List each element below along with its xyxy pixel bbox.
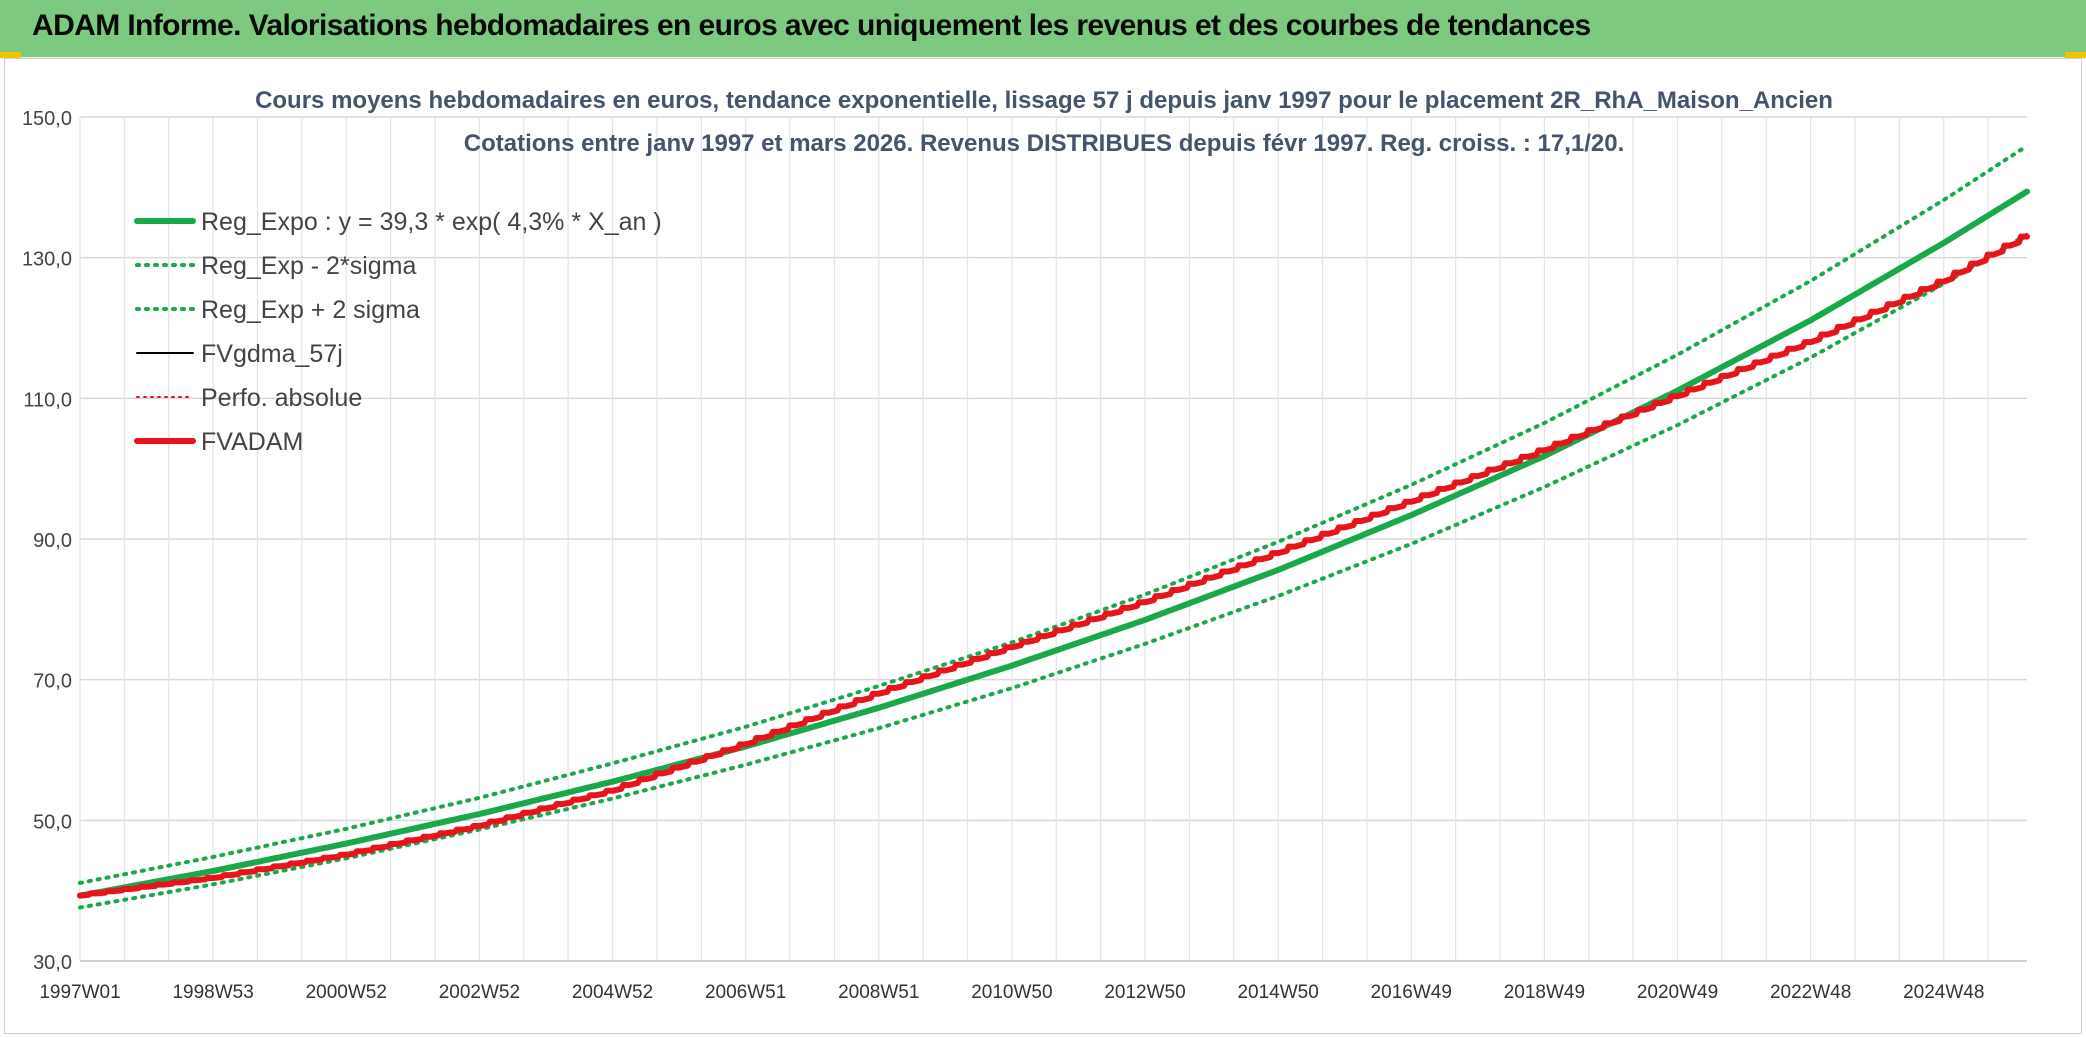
series-line-4 <box>79 235 2028 897</box>
x-tick-label: 2008W51 <box>838 982 919 1003</box>
x-tick-label: 2002W52 <box>439 982 520 1003</box>
y-tick-label: 30,0 <box>33 952 72 974</box>
chart-title: Cours moyens hebdomadaires en euros, ten… <box>255 87 1833 114</box>
legend-label: Perfo. absolue <box>201 384 362 412</box>
y-tick-label: 130,0 <box>22 249 72 271</box>
series-lines <box>77 143 2030 910</box>
x-tick-label: 2022W48 <box>1770 982 1851 1003</box>
x-tick-label: 2020W49 <box>1637 982 1718 1003</box>
chart-frame <box>4 58 2082 1034</box>
x-tick-label: 2024W48 <box>1903 982 1984 1003</box>
x-tick-label: 2012W50 <box>1104 982 1185 1003</box>
series-line-3 <box>79 235 2028 897</box>
x-tick-label: 2014W50 <box>1237 982 1318 1003</box>
x-tick-label: 2018W49 <box>1504 982 1585 1003</box>
y-tick-label: 110,0 <box>23 389 72 411</box>
legend-label: Reg_Exp + 2 sigma <box>201 296 420 324</box>
legend-label: Reg_Exp - 2*sigma <box>201 252 416 280</box>
gridlines <box>79 116 2027 962</box>
axes: 30,0 50,0 70,0 90,0 110,0 130,0 150,0 1997W01 19… <box>22 108 1985 1003</box>
series-line-0 <box>77 188 2030 899</box>
x-tick-label: 2004W52 <box>572 982 653 1003</box>
report-banner: ADAM Informe. Valorisations hebdomadaire… <box>0 0 2086 59</box>
bottom-edge <box>0 1034 2086 1038</box>
corner-marker-right <box>2065 52 2086 58</box>
chart-subtitle: Cotations entre janv 1997 et mars 2026. … <box>464 130 1625 157</box>
legend-label: FVADAM <box>201 428 303 456</box>
legend-label: Reg_Expo : y = 39,3 * exp( 4,3% * X_an ) <box>201 208 662 236</box>
x-tick-label: 1998W53 <box>172 982 253 1003</box>
legend-label: FVgdma_57j <box>201 340 343 368</box>
x-tick-label: 1997W01 <box>39 982 120 1003</box>
y-tick-label: 50,0 <box>33 811 72 833</box>
x-tick-label: 2006W51 <box>705 982 786 1003</box>
series-line-1 <box>78 232 2029 910</box>
legend: Reg_Expo : y = 39,3 * exp( 4,3% * X_an )… <box>134 208 662 456</box>
report-title: ADAM Informe. Valorisations hebdomadaire… <box>32 9 1591 42</box>
series-line-5 <box>77 233 2030 899</box>
x-tick-label: 2016W49 <box>1371 982 1452 1003</box>
series-line-2 <box>78 143 2029 885</box>
y-tick-label: 150,0 <box>22 108 72 130</box>
y-tick-label: 70,0 <box>33 671 72 693</box>
corner-marker-left <box>0 52 21 58</box>
x-tick-label: 2010W50 <box>971 982 1052 1003</box>
x-tick-label: 2000W52 <box>306 982 387 1003</box>
y-tick-label: 90,0 <box>33 530 72 552</box>
